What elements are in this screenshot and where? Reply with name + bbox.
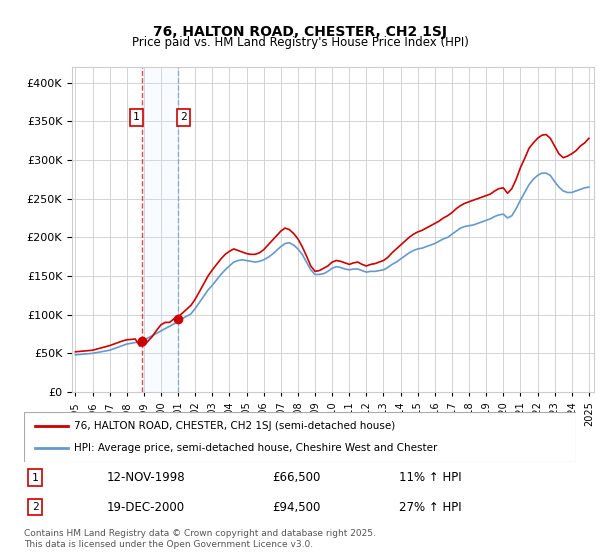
Text: 76, HALTON ROAD, CHESTER, CH2 1SJ (semi-detached house): 76, HALTON ROAD, CHESTER, CH2 1SJ (semi-… [74, 421, 395, 431]
Text: 1: 1 [133, 113, 140, 123]
Bar [142, 67, 178, 392]
Text: 2: 2 [32, 502, 38, 512]
Text: £94,500: £94,500 [272, 501, 321, 514]
Text: 76, HALTON ROAD, CHESTER, CH2 1SJ: 76, HALTON ROAD, CHESTER, CH2 1SJ [153, 25, 447, 39]
Text: 27% ↑ HPI: 27% ↑ HPI [400, 501, 462, 514]
Text: Price paid vs. HM Land Registry's House Price Index (HPI): Price paid vs. HM Land Registry's House … [131, 36, 469, 49]
FancyBboxPatch shape [24, 412, 576, 462]
Text: 1: 1 [32, 473, 38, 483]
Text: 19-DEC-2000: 19-DEC-2000 [107, 501, 185, 514]
Text: HPI: Average price, semi-detached house, Cheshire West and Chester: HPI: Average price, semi-detached house,… [74, 443, 437, 453]
Text: Contains HM Land Registry data © Crown copyright and database right 2025.
This d: Contains HM Land Registry data © Crown c… [24, 529, 376, 549]
Text: 2: 2 [180, 113, 187, 123]
Text: 12-NOV-1998: 12-NOV-1998 [107, 471, 185, 484]
Text: 11% ↑ HPI: 11% ↑ HPI [400, 471, 462, 484]
Text: £66,500: £66,500 [272, 471, 321, 484]
